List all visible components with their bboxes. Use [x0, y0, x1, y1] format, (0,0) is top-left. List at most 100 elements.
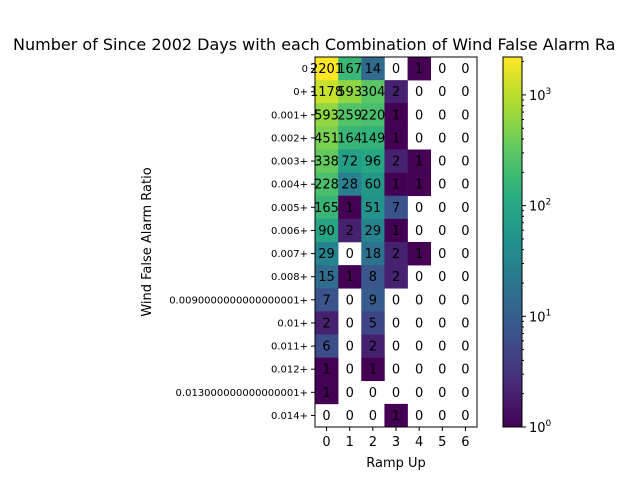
heatmap-cell: [315, 172, 339, 197]
heatmap-cell: [315, 288, 339, 312]
heatmap-cell: [338, 57, 362, 81]
cell-value-label: 149: [360, 131, 385, 146]
cell-value-label: 0: [438, 340, 446, 355]
heatmap-cell: [315, 334, 339, 358]
cell-value-label: 0: [438, 409, 446, 424]
x-axis-label: Ramp Up: [366, 456, 426, 471]
heatmap-cell: [315, 80, 339, 104]
y-tick-label: 0.011+: [271, 342, 308, 353]
cell-value-label: 593: [314, 108, 339, 123]
cell-value-label: 1178: [310, 85, 343, 100]
cell-value-label: 0: [438, 386, 446, 401]
heatmap-cell: [384, 126, 408, 150]
y-tick-label: 0.005+: [271, 203, 308, 214]
cell-value-label: 0: [415, 224, 423, 239]
cell-value-label: 29: [318, 247, 335, 262]
chart-title: Number of Since 2002 Days with each Comb…: [13, 35, 615, 54]
heatmap-cell: [338, 265, 362, 289]
cell-value-label: 0: [346, 316, 354, 331]
cell-value-label: 0: [322, 409, 330, 424]
heatmap-cell: [338, 149, 362, 173]
heatmap-cell: [338, 103, 362, 127]
y-tick-label: 0.013000000000000001+: [176, 388, 308, 399]
cell-value-label: 0: [346, 409, 354, 424]
cell-value-label: 2: [369, 340, 377, 355]
cell-value-label: 90: [318, 224, 335, 239]
heatmap-cell: [361, 149, 385, 173]
cell-value-label: 0: [415, 340, 423, 355]
cell-value-label: 0: [438, 224, 446, 239]
cell-value-label: 0: [461, 131, 469, 146]
cell-value-label: 0: [438, 178, 446, 193]
cell-value-label: 0: [369, 409, 377, 424]
cell-value-label: 0: [392, 363, 400, 378]
cell-value-label: 0: [415, 201, 423, 216]
x-tick-label: 5: [438, 435, 446, 450]
x-tick-label: 1: [346, 435, 354, 450]
y-tick-label: 0.012+: [271, 365, 308, 376]
heatmap-cell: [361, 357, 385, 382]
cell-value-label: 0: [346, 363, 354, 378]
heatmap-cell: [315, 311, 339, 335]
heatmap-cell: [338, 126, 362, 150]
cell-value-label: 0: [438, 363, 446, 378]
cell-value-label: 1: [346, 201, 354, 216]
cell-value-label: 0: [438, 108, 446, 123]
cell-value-label: 1: [415, 155, 423, 170]
cell-value-label: 15: [318, 270, 335, 285]
cell-value-label: 1: [392, 108, 400, 123]
cell-value-label: 72: [341, 155, 358, 170]
cell-value-label: 2: [392, 270, 400, 285]
y-axis-ticks: 0 0+ 0.001+ 0.002+ 0.003+ 0.004+ 0.005+ 0.006+ 0…: [169, 64, 315, 422]
cell-value-label: 1: [322, 386, 330, 401]
cell-value-label: 96: [365, 155, 382, 170]
cell-value-label: 0: [438, 247, 446, 262]
y-tick-label: 0.002+: [271, 133, 308, 144]
cell-value-label: 259: [337, 108, 362, 123]
cell-value-label: 1: [392, 178, 400, 193]
heatmap-cell: [384, 242, 408, 266]
heatmap-cell: [315, 380, 339, 405]
heatmap-cell: [338, 218, 362, 243]
cell-value-label: 0: [461, 62, 469, 77]
heatmap-cell: [384, 265, 408, 289]
cell-value-label: 7: [392, 201, 400, 216]
cell-value-label: 0: [438, 131, 446, 146]
cell-value-label: 1: [415, 62, 423, 77]
cell-value-label: 0: [415, 316, 423, 331]
cell-value-label: 0: [461, 224, 469, 239]
cell-value-label: 0: [415, 409, 423, 424]
cell-value-label: 1: [392, 224, 400, 239]
heatmap-cell: [361, 288, 385, 312]
x-tick-label: 4: [415, 435, 423, 450]
colorbar-tick-label: 103: [529, 87, 551, 104]
cell-value-label: 1: [415, 178, 423, 193]
cell-value-label: 0: [415, 293, 423, 308]
heatmap-cell: [361, 265, 385, 289]
cell-value-label: 0: [461, 108, 469, 123]
heatmap-cell: [338, 80, 362, 104]
heatmap-cell: [315, 103, 339, 127]
heatmap-cell: [407, 242, 432, 266]
colorbar-tick-label: 102: [529, 198, 551, 215]
cell-value-label: 0: [461, 340, 469, 355]
heatmap-cell: [315, 265, 339, 289]
cell-value-label: 0: [461, 247, 469, 262]
cell-value-label: 0: [415, 270, 423, 285]
y-axis-label: Wind False Alarm Ratio: [140, 167, 155, 316]
cell-value-label: 0: [461, 201, 469, 216]
cell-value-label: 0: [415, 108, 423, 123]
y-tick-label: 0.014+: [271, 411, 308, 422]
cell-value-label: 220: [360, 108, 385, 123]
heatmap-cell: [361, 242, 385, 266]
cell-value-label: 164: [337, 131, 362, 146]
cell-value-label: 1: [369, 363, 377, 378]
heatmap-cell: [361, 103, 385, 127]
cell-value-label: 0: [346, 293, 354, 308]
cell-value-label: 0: [461, 155, 469, 170]
cell-value-label: 228: [314, 178, 339, 193]
cell-value-label: 0: [461, 85, 469, 100]
cell-value-label: 1: [415, 247, 423, 262]
heatmap-cell: [384, 403, 408, 428]
